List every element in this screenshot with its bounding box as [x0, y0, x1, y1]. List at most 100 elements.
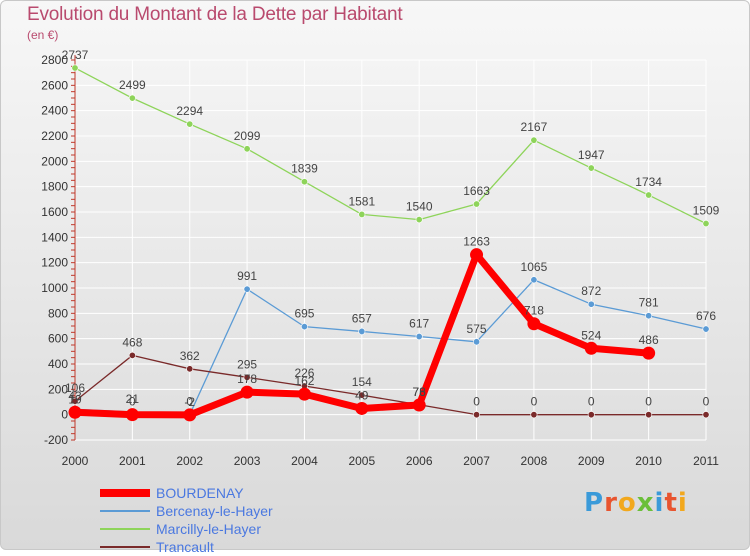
data-point — [642, 346, 656, 360]
data-point — [530, 276, 538, 284]
data-label: -2 — [184, 395, 195, 409]
x-tick-label: 2004 — [291, 454, 318, 468]
data-point — [412, 398, 426, 412]
x-tick-label: 2001 — [119, 454, 146, 468]
data-point — [243, 145, 251, 153]
data-label: 718 — [524, 304, 544, 318]
data-label: 991 — [237, 269, 257, 283]
legend-item-bercenay: Bercenay-le-Hayer — [100, 502, 400, 520]
data-label: 1581 — [348, 194, 375, 208]
data-label: 1947 — [578, 148, 605, 162]
data-label: 2294 — [176, 104, 203, 118]
data-label: 362 — [180, 349, 200, 363]
data-point — [300, 323, 308, 331]
data-point — [128, 94, 136, 102]
data-point — [645, 411, 653, 419]
data-label: 76 — [413, 385, 427, 399]
data-label: 21 — [126, 392, 140, 406]
data-label: 1509 — [693, 204, 720, 218]
y-tick-label: 1400 — [41, 230, 68, 244]
data-label: 781 — [639, 296, 659, 310]
data-point — [530, 136, 538, 144]
data-point — [702, 411, 710, 419]
legend-label-bercenay: Bercenay-le-Hayer — [156, 503, 273, 519]
legend-swatch-bercenay — [100, 510, 150, 512]
data-label: 1540 — [406, 200, 433, 214]
data-label: 676 — [696, 309, 716, 323]
legend-swatch-marcilly — [100, 528, 150, 530]
data-label: 0 — [531, 395, 538, 409]
proxiti-logo: Proxiti — [584, 488, 688, 518]
chart-subtitle: (en €) — [27, 28, 59, 42]
data-label: 43 — [68, 389, 82, 403]
series-line-marcilly-le-hayer — [74, 67, 707, 225]
y-tick-label: 200 — [48, 382, 68, 396]
data-label: 2737 — [62, 48, 89, 62]
y-tick-label: 2200 — [41, 129, 68, 143]
data-label: 1065 — [521, 260, 548, 274]
data-label: 524 — [581, 328, 601, 342]
data-label: 657 — [352, 311, 372, 325]
chart-title: Evolution du Montant de la Dette par Hab… — [27, 4, 403, 25]
data-label: 575 — [467, 322, 487, 336]
y-tick-label: -200 — [44, 433, 68, 447]
x-tick-label: 2003 — [234, 454, 261, 468]
legend-swatch-trancault — [100, 546, 150, 548]
data-point — [584, 341, 598, 355]
legend-label-marcilly: Marcilly-le-Hayer — [156, 521, 262, 537]
data-point — [587, 411, 595, 419]
data-point — [358, 327, 366, 335]
y-tick-label: 800 — [48, 306, 68, 320]
y-tick-label: 1000 — [41, 281, 68, 295]
data-point — [702, 325, 710, 333]
x-tick-label: 2008 — [521, 454, 548, 468]
data-label: 226 — [294, 366, 314, 380]
data-point — [186, 365, 194, 373]
data-point — [240, 385, 254, 399]
data-label: 1839 — [291, 162, 318, 176]
data-point — [415, 216, 423, 224]
data-label: 468 — [122, 335, 142, 349]
data-point — [243, 285, 251, 293]
data-point — [125, 408, 139, 422]
y-tick-label: 1200 — [41, 256, 68, 270]
data-label: 162 — [294, 374, 314, 388]
data-label: 178 — [237, 372, 257, 386]
data-label: 1663 — [463, 184, 490, 198]
x-tick-label: 2011 — [693, 454, 719, 468]
y-tick-label: 2600 — [41, 78, 68, 92]
data-label: 0 — [703, 395, 710, 409]
data-point — [473, 338, 481, 346]
data-point — [243, 373, 251, 381]
data-point — [645, 191, 653, 199]
data-point — [470, 248, 484, 262]
legend-label-trancault: Trancault — [156, 539, 214, 555]
data-point — [68, 405, 82, 419]
x-tick-label: 2009 — [578, 454, 605, 468]
x-tick-label: 2002 — [176, 454, 203, 468]
data-point — [587, 164, 595, 172]
data-point — [358, 391, 366, 399]
x-tick-label: 2006 — [406, 454, 433, 468]
data-label: 78 — [413, 385, 427, 399]
data-point — [415, 333, 423, 341]
data-label: 2499 — [119, 78, 146, 92]
data-label: 0 — [588, 395, 595, 409]
x-tick-label: 2000 — [62, 454, 89, 468]
y-tick-label: 0 — [61, 408, 68, 422]
data-label: 49 — [355, 388, 369, 402]
y-tick-label: 2800 — [41, 53, 68, 67]
data-label: 0 — [186, 395, 193, 409]
legend-item-bourdenay: BOURDENAY — [100, 484, 400, 502]
y-tick-label: 2000 — [41, 154, 68, 168]
data-label: 486 — [639, 333, 659, 347]
y-tick-label: 1600 — [41, 205, 68, 219]
legend-item-marcilly: Marcilly-le-Hayer — [100, 520, 400, 538]
legend-label-bourdenay: BOURDENAY — [156, 485, 244, 501]
y-tick-label: 600 — [48, 332, 68, 346]
data-label: 2167 — [521, 120, 548, 134]
data-point — [183, 408, 197, 422]
x-tick-label: 2007 — [463, 454, 490, 468]
series-line-trancault — [74, 354, 707, 416]
data-label: 0 — [473, 395, 480, 409]
